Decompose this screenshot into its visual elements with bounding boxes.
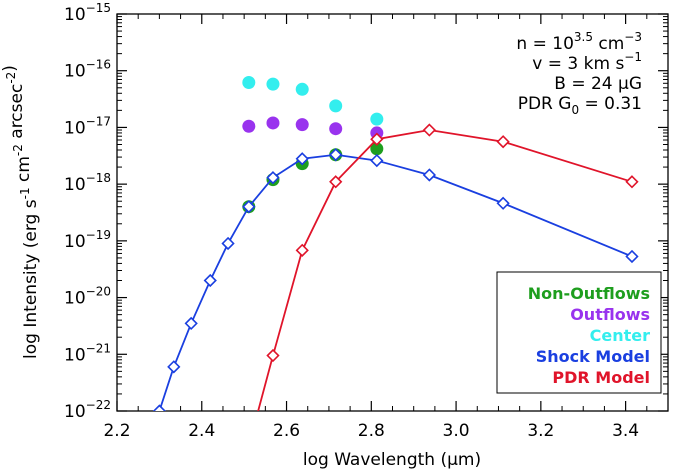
data-point [422,123,437,137]
data-point [295,152,309,166]
y-tick-label: 10−21 [64,341,111,365]
series-non-outflows [242,142,384,214]
data-point [295,118,309,132]
annotation-line: n = 103.5 cm−3 [516,30,642,54]
data-point [266,77,280,91]
data-point [370,153,384,168]
y-tick-label: 10−16 [64,58,111,82]
x-tick-label: 3.2 [527,421,554,441]
data-point [329,175,343,189]
series-center [242,75,384,126]
legend-entry: Non-Outflows [528,284,650,303]
x-axis-title: log Wavelength (μm) [303,450,481,470]
data-point [242,200,256,214]
data-point [422,168,437,182]
y-tick-label: 10−20 [64,285,111,309]
data-point [242,75,256,89]
series-line [257,129,633,411]
data-point [625,175,639,189]
x-tick-label: 2.6 [273,421,300,441]
y-tick-label: 10−15 [64,1,111,25]
legend-entry: Shock Model [536,347,650,366]
data-point [242,119,256,133]
data-point [295,82,309,96]
x-tick-label: 3.4 [612,421,639,441]
data-point [370,112,384,126]
annotation-line: B = 24 μG [554,74,642,94]
data-point [152,404,167,411]
data-point [625,249,639,264]
data-point [203,273,217,288]
legend: Non-Outflows Outflows Center Shock Model PDR… [496,271,662,394]
x-tick-label: 2.8 [358,421,385,441]
y-axis-title: log Intensity (erg s-1 cm-2 arcsec-2) [0,65,41,359]
legend-entry: Center [590,326,650,345]
x-tick-labels: 2.2 2.4 2.6 2.8 3.0 3.2 3.4 [103,421,639,441]
series-shock-model [152,148,639,411]
data-point [329,99,343,113]
y-tick-label: 10−17 [64,114,111,138]
y-tick-label: 10−18 [64,171,111,195]
data-point [167,360,181,374]
data-point [266,348,280,363]
x-tick-label: 3.0 [443,421,470,441]
series-pdr-model [242,123,639,456]
legend-entry: PDR Model [552,368,650,387]
y-tick-label: 10−19 [64,228,111,252]
legend-box [496,271,662,394]
y-tick-labels: 10−22 10−21 10−20 10−19 10−18 10−17 10−16 10−15 [64,1,111,422]
data-point [266,171,280,185]
data-point [184,316,198,331]
y-tick-label: 10−22 [64,398,111,422]
axis-ticks [116,13,669,412]
series-layer [152,75,639,456]
x-tick-label: 2.4 [188,421,215,441]
data-point [496,135,510,149]
x-tick-label: 2.2 [103,421,130,441]
series-outflows [242,116,384,140]
data-point [221,236,235,251]
data-point [370,142,384,156]
data-point [295,243,309,257]
legend-entry: Outflows [570,305,650,324]
data-point [370,132,384,146]
data-point [329,122,343,136]
data-point [329,148,343,162]
annotation-line: PDR G0 = 0.31 [518,94,642,117]
data-point [266,116,280,130]
data-point [496,196,510,210]
annotation-line: v = 3 km s−1 [532,50,642,74]
data-point [242,445,253,456]
